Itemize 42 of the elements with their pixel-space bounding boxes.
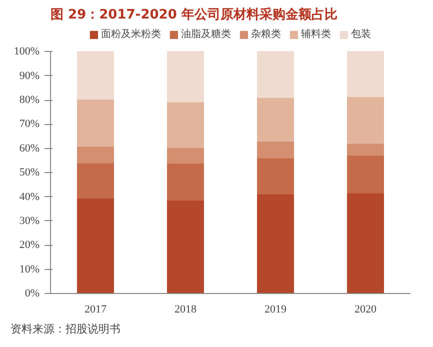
- bar: [167, 101, 204, 148]
- bar: [257, 96, 294, 142]
- x-tick-label: 2018: [174, 304, 197, 316]
- bar: [167, 162, 204, 201]
- bar: [257, 51, 294, 98]
- bar: [257, 193, 294, 294]
- y-tick-label: 20%: [19, 239, 40, 252]
- legend-label: 杂粮类: [251, 28, 281, 41]
- bar: [257, 157, 294, 194]
- y-tick-label: 50%: [19, 166, 40, 179]
- bar: [77, 197, 114, 294]
- text: 资料来源：招股说明书: [10, 322, 120, 336]
- legend-label: 辅料类: [301, 28, 331, 41]
- y-tick-label: 90%: [19, 70, 40, 82]
- y-tick-label: 60%: [19, 142, 40, 154]
- bar: [347, 154, 384, 194]
- y-tick-label: 100%: [14, 46, 40, 58]
- y-tick-label: 0%: [24, 288, 40, 300]
- x-tick-label: 2020: [354, 304, 377, 316]
- y-tick-label: 30%: [19, 214, 40, 227]
- y-tick-label: 10%: [19, 263, 40, 276]
- y-tick-label: 70%: [19, 118, 40, 130]
- bar: [77, 98, 114, 147]
- legend-label: 包装: [351, 28, 371, 41]
- chart-title: 图 29：2017-2020 年公司原材料采购金额占比: [50, 6, 338, 22]
- bar: [167, 51, 204, 102]
- x-tick-label: 2017: [84, 304, 107, 316]
- bar: [167, 200, 204, 294]
- bar: [167, 146, 204, 164]
- bar: [347, 142, 384, 156]
- y-tick-label: 40%: [19, 190, 40, 203]
- bar: [257, 140, 294, 158]
- bar: [77, 162, 114, 198]
- bar: [347, 192, 384, 294]
- bar: [77, 146, 114, 164]
- x-tick-label: 2019: [264, 304, 287, 316]
- bar: [77, 51, 114, 100]
- legend-label: 面粉及米粉类: [101, 28, 161, 41]
- y-tick-label: 80%: [19, 94, 40, 106]
- bar: [347, 96, 384, 144]
- bar: [347, 51, 384, 98]
- legend-label: 油脂及糖类: [181, 28, 231, 41]
